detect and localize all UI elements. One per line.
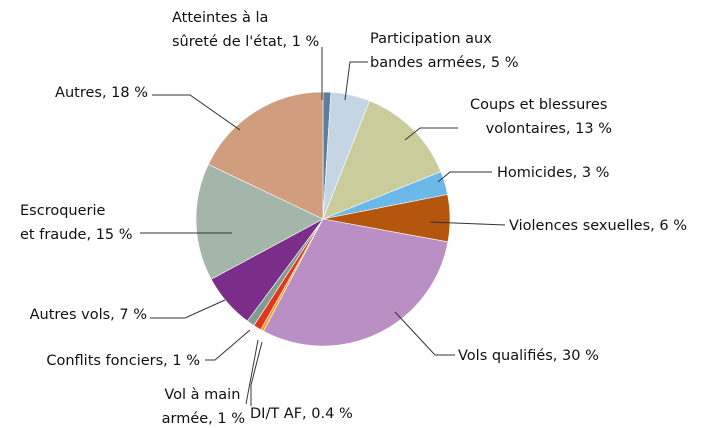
data-label: Autres, 18 %: [55, 85, 148, 101]
label-line: armée, 1 %: [162, 411, 245, 427]
pie-slice: [322, 100, 442, 220]
data-label: Coups et blessures volontaires, 13 %: [470, 97, 612, 137]
leader-line: [429, 221, 506, 226]
leader-line: [437, 171, 492, 183]
leader-line: [344, 61, 368, 101]
leader-line: [245, 339, 259, 405]
pie-slice: [195, 164, 324, 280]
label-line: Escroquerie: [20, 203, 110, 219]
data-label: Autres vols, 7 %: [30, 307, 147, 323]
pie-slice: [263, 218, 449, 347]
label-line: sûreté de l'état, 1 %: [172, 34, 319, 50]
label-line: Vol à main: [164, 387, 245, 403]
leader-line: [150, 299, 226, 319]
data-label: Vols qualifiés, 30 %: [458, 348, 599, 364]
label-line: volontaires, 13 %: [486, 121, 612, 137]
data-label: Atteintes à la sûreté de l'état, 1 %: [172, 10, 319, 50]
label-line: et fraude, 15 %: [20, 227, 133, 243]
data-label: Participation aux bandes armées, 5 %: [370, 31, 519, 71]
leader-line: [152, 94, 241, 131]
leader-line: [205, 329, 251, 361]
label-line: Participation aux: [370, 31, 496, 47]
data-label: Homicides, 3 %: [497, 165, 609, 181]
data-label: Violences sexuelles, 6 %: [509, 218, 687, 234]
leader-line: [394, 311, 455, 356]
pie-slice: [207, 91, 324, 220]
data-label: Vol à main armée, 1 %: [162, 387, 245, 427]
label-line: Coups et blessures: [470, 97, 612, 113]
label-line: bandes armées, 5 %: [370, 55, 519, 71]
leader-line: [250, 341, 263, 406]
label-line: Atteintes à la: [172, 10, 273, 26]
data-label: DI/T AF, 0.4 %: [250, 406, 353, 422]
data-label: Escroquerie et fraude, 15 %: [20, 203, 133, 243]
leader-line: [404, 127, 458, 141]
data-label: Conflits fonciers, 1 %: [46, 353, 200, 369]
